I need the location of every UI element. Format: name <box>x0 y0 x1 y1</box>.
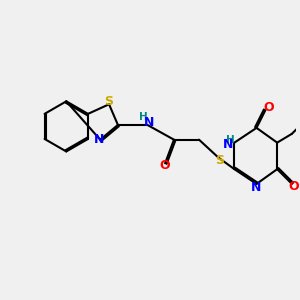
Text: S: S <box>215 154 224 167</box>
Text: N: N <box>223 139 233 152</box>
Text: O: O <box>160 159 170 172</box>
Text: N: N <box>144 116 154 129</box>
Text: O: O <box>263 101 274 114</box>
Text: H: H <box>226 135 234 145</box>
Text: O: O <box>288 180 299 194</box>
Text: H: H <box>140 112 148 122</box>
Text: N: N <box>94 133 104 146</box>
Text: N: N <box>251 181 262 194</box>
Text: S: S <box>105 95 114 108</box>
